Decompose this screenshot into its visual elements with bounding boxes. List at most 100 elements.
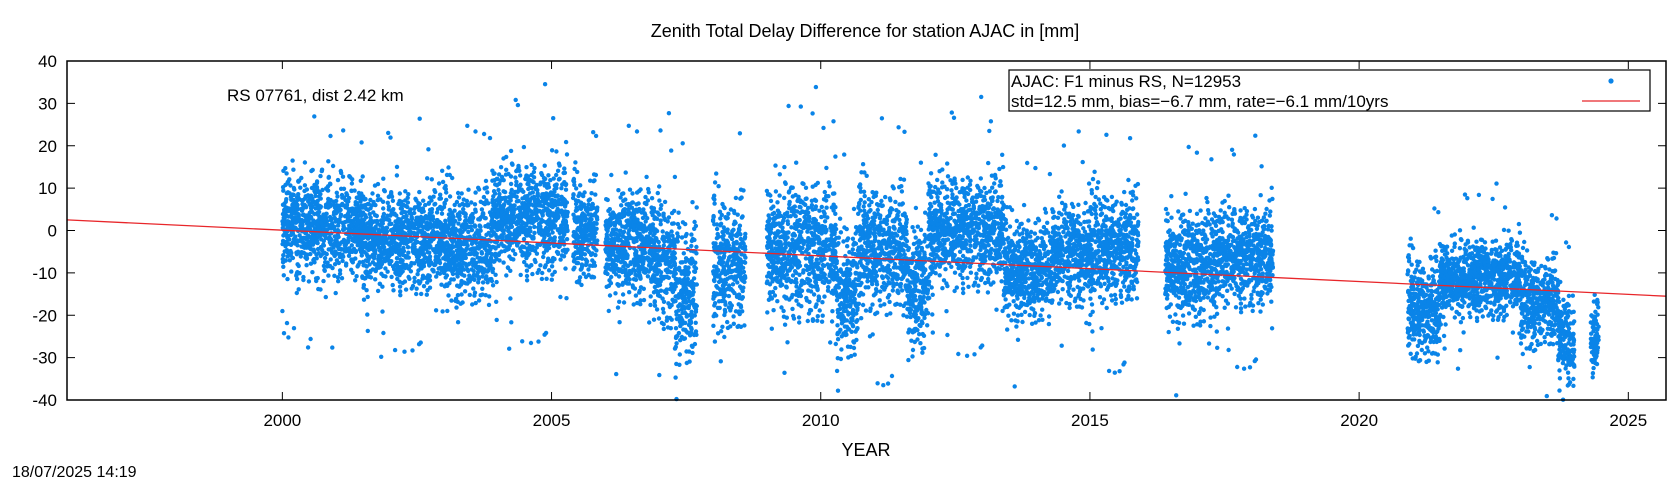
data-point	[478, 215, 483, 220]
data-point	[735, 231, 740, 237]
data-point	[299, 239, 305, 244]
data-point	[445, 243, 450, 248]
data-point	[386, 130, 391, 136]
data-point	[520, 253, 525, 258]
data-point	[284, 171, 289, 176]
data-point	[379, 354, 384, 359]
data-point	[639, 210, 644, 215]
data-point	[676, 234, 681, 239]
data-point	[555, 227, 560, 232]
data-point	[528, 185, 533, 190]
data-point	[522, 203, 527, 208]
data-point	[289, 269, 294, 274]
data-point	[406, 266, 412, 271]
data-point	[287, 177, 292, 182]
data-point	[710, 218, 716, 224]
data-point	[359, 253, 364, 258]
data-point	[427, 262, 432, 267]
data-point	[448, 261, 454, 267]
data-point	[437, 221, 442, 226]
data-point	[283, 258, 288, 263]
data-point	[362, 276, 367, 281]
data-point	[368, 268, 373, 274]
data-point	[280, 308, 285, 314]
data-point	[588, 220, 593, 225]
data-point	[400, 252, 406, 258]
data-point	[609, 266, 614, 272]
data-point	[430, 267, 435, 272]
data-point	[662, 238, 667, 244]
data-point	[321, 243, 327, 248]
data-point	[435, 270, 440, 276]
data-point	[426, 273, 431, 278]
data-point	[659, 273, 664, 279]
data-point	[386, 204, 392, 209]
data-point	[326, 199, 331, 205]
data-point	[397, 242, 403, 247]
data-point	[344, 202, 350, 207]
data-point	[308, 261, 314, 266]
data-point	[564, 296, 569, 301]
data-point	[507, 254, 512, 259]
data-point	[620, 224, 625, 229]
data-point	[694, 205, 699, 210]
data-point	[358, 178, 363, 183]
data-point	[438, 226, 444, 231]
data-point	[620, 210, 625, 216]
data-point	[349, 188, 354, 193]
data-point	[385, 200, 390, 205]
data-point	[562, 204, 568, 209]
data-point	[551, 116, 556, 121]
data-point	[620, 292, 626, 297]
data-point	[498, 178, 503, 183]
data-point	[462, 211, 468, 216]
data-point	[418, 240, 423, 246]
data-point	[389, 274, 394, 280]
data-point	[451, 223, 456, 228]
data-point	[374, 266, 379, 272]
data-point	[511, 257, 516, 262]
data-point	[690, 200, 695, 205]
data-point	[547, 236, 553, 242]
data-point	[603, 249, 609, 254]
data-point	[440, 309, 445, 314]
data-point	[564, 214, 570, 219]
data-point	[647, 261, 652, 266]
data-point	[658, 128, 663, 133]
data-point	[336, 279, 341, 284]
data-point	[289, 215, 295, 220]
data-point	[643, 194, 648, 200]
data-point	[656, 268, 662, 273]
data-point	[332, 262, 338, 267]
data-point	[632, 218, 637, 224]
data-point	[326, 247, 331, 252]
data-point	[348, 229, 353, 234]
data-point	[641, 297, 647, 303]
data-point	[671, 221, 676, 226]
data-point	[381, 176, 386, 181]
data-point	[743, 231, 748, 237]
data-point	[455, 212, 461, 217]
data-point	[545, 210, 550, 216]
data-point	[663, 289, 668, 295]
data-point	[784, 315, 789, 320]
data-point	[731, 321, 736, 326]
data-point	[712, 339, 718, 344]
data-point	[673, 298, 678, 304]
data-point	[295, 211, 301, 217]
data-point	[383, 216, 388, 221]
data-point	[647, 320, 652, 325]
data-point	[532, 257, 537, 263]
data-point	[731, 314, 736, 319]
data-point	[335, 194, 340, 199]
data-point	[727, 275, 732, 280]
data-point	[391, 288, 396, 293]
data-point	[735, 324, 740, 329]
data-point	[615, 234, 621, 239]
data-point	[421, 252, 427, 257]
data-point	[378, 197, 383, 202]
data-point	[729, 233, 735, 238]
data-point	[605, 271, 610, 277]
data-point	[577, 228, 582, 233]
data-point	[455, 293, 461, 298]
